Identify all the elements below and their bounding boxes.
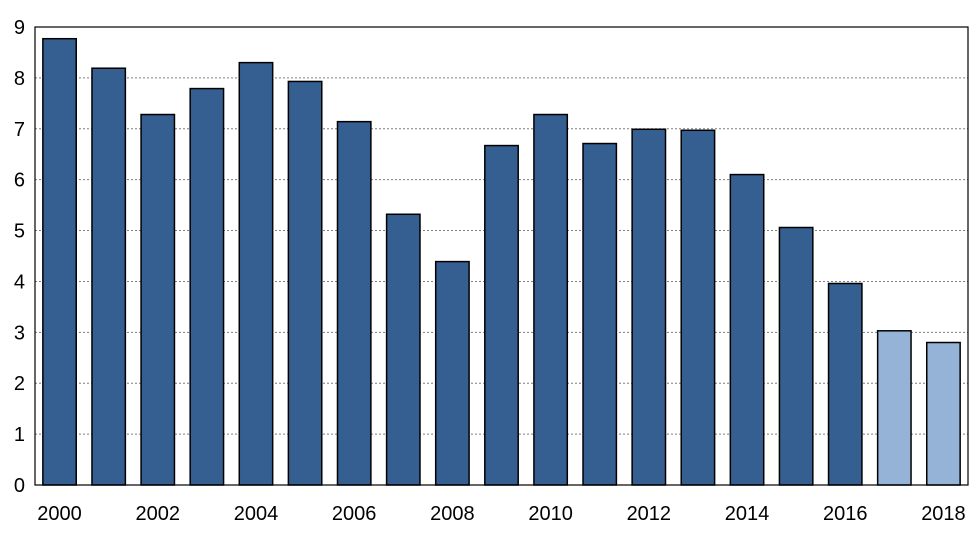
bar-2002 — [140, 113, 176, 486]
bar-2009 — [484, 144, 519, 486]
bar-2003 — [189, 87, 225, 486]
y-tick-label: 8 — [14, 68, 25, 90]
y-tick-label: 9 — [14, 17, 25, 39]
y-axis-tick-labels: 0 1 2 3 4 5 6 7 8 9 — [14, 17, 25, 497]
y-tick-label: 1 — [14, 424, 25, 446]
y-tick-label: 2 — [14, 373, 25, 395]
bar-2008 — [434, 260, 470, 486]
y-tick-label: 7 — [14, 119, 25, 141]
x-tick-label-2008: 2008 — [430, 503, 475, 525]
bar-2012 — [631, 128, 667, 486]
y-tick-label: 3 — [14, 322, 25, 344]
bar-2011 — [582, 142, 618, 486]
bar-2007 — [385, 213, 421, 486]
y-tick-label: 6 — [14, 170, 25, 192]
x-tick-label-2006: 2006 — [332, 503, 377, 525]
x-tick-label-2014: 2014 — [725, 503, 770, 525]
bar-2000 — [42, 37, 77, 486]
x-tick-label-2004: 2004 — [234, 503, 279, 525]
bar-2010 — [533, 113, 569, 486]
bars — [42, 37, 961, 486]
bar-2015 — [778, 226, 814, 486]
x-tick-label-2012: 2012 — [627, 503, 672, 525]
x-tick-label-2002: 2002 — [136, 503, 181, 525]
bar-2017 — [876, 330, 912, 486]
y-tick-label: 5 — [14, 221, 25, 243]
bar-2004 — [238, 61, 274, 486]
x-tick-label-2010: 2010 — [528, 503, 573, 525]
bar-2013 — [680, 129, 716, 486]
bar-2018 — [926, 341, 961, 486]
y-tick-label: 4 — [14, 271, 25, 293]
bar-2005 — [287, 80, 323, 486]
bar-2014 — [729, 173, 765, 486]
bar-2001 — [91, 67, 127, 486]
bar-2016 — [827, 282, 863, 486]
y-tick-label: 0 — [14, 475, 25, 497]
x-tick-label-2016: 2016 — [823, 503, 868, 525]
x-tick-label-2000: 2000 — [37, 503, 82, 525]
x-axis-tick-labels: 2000 2002 2004 2006 2008 2010 2012 2014 2016 2018 — [37, 503, 965, 525]
plot-frame — [34, 26, 969, 486]
x-tick-label-2018: 2018 — [921, 503, 966, 525]
bar-2006 — [336, 120, 372, 486]
